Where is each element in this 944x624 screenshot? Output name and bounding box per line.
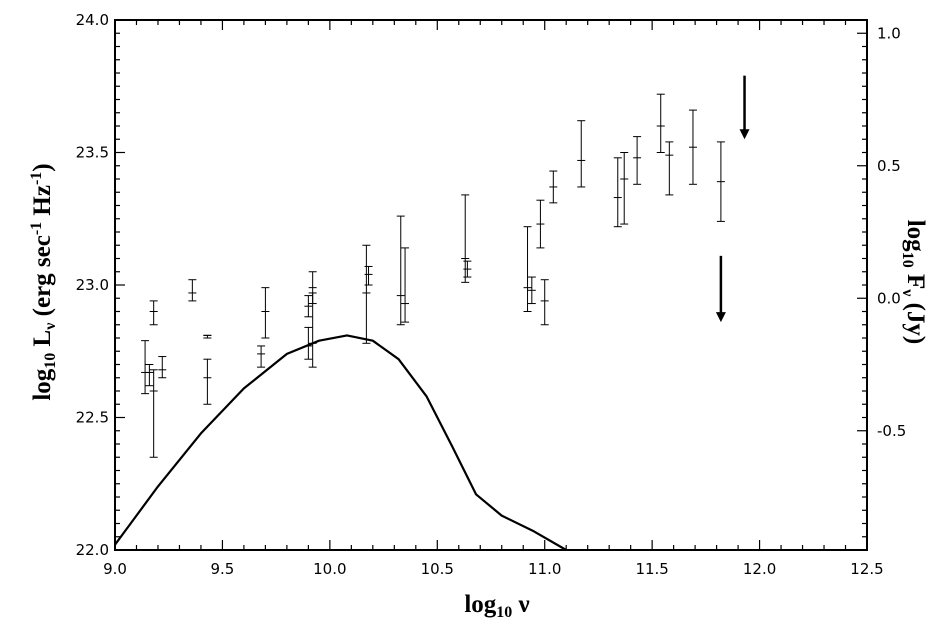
x-tick-label: 12.0 [743, 560, 776, 578]
x-tick-label: 9.5 [210, 560, 234, 578]
x-axis-title-main: log [464, 591, 496, 618]
y-axis-title-main: log [29, 368, 56, 400]
plot-frame [114, 19, 868, 551]
arrow-head [715, 312, 726, 323]
y-axis-title-sup2: -1 [28, 172, 45, 185]
y-tick-label: 22.5 [76, 409, 109, 427]
y-axis-title-after: L [29, 330, 56, 353]
y2-tick-label: 0.0 [877, 289, 901, 307]
error-bar-point [149, 300, 158, 326]
x-axis-title-sub: 10 [496, 604, 512, 621]
error-bar-point [203, 358, 212, 405]
error-bar-point [665, 141, 674, 196]
model-curve-layer [114, 334, 567, 551]
error-bar-point [362, 244, 371, 344]
error-bar-point [716, 141, 725, 222]
error-bar-point [261, 287, 270, 339]
error-bar-point [688, 109, 697, 185]
x-axis-title: log10 ν [464, 591, 529, 621]
error-bar-point [549, 170, 558, 204]
error-bar-point [396, 215, 405, 326]
y-tick-label: 22.0 [76, 541, 109, 559]
error-bar-point [656, 93, 665, 153]
x-axis-title-symbol: ν [512, 591, 529, 618]
axis-tick-labels: 9.0 9.5 10.0 10.5 11.0 11.5 12.0 12.5 22.0 22.5 23… [76, 11, 907, 578]
error-bar-point [527, 276, 536, 305]
y-axis-title-sup1: -1 [28, 222, 45, 235]
error-bar-point [145, 364, 154, 387]
y2-axis-title-sub2: ν [899, 288, 916, 296]
upper-limit-arrow [715, 255, 726, 323]
y-axis-title-rest: (erg sec [29, 235, 56, 322]
y-axis-title: log10 Lν (erg sec-1 Hz-1) [28, 163, 59, 400]
y2-tick-label: 1.0 [877, 24, 901, 42]
y2-axis-title: log10 Fν (Jy) [899, 220, 929, 345]
upper-limit-arrow [739, 75, 750, 140]
x-tick-label: 11.5 [635, 560, 668, 578]
error-bar-point [308, 292, 317, 368]
y-tick-label: 23.5 [76, 144, 109, 162]
error-bar-point [364, 265, 373, 286]
error-bar-point [158, 356, 167, 379]
error-bar-point [620, 152, 629, 225]
error-bar-point [257, 345, 266, 368]
x-tick-label: 10.0 [313, 560, 346, 578]
y-axis-title-sub: 10 [42, 353, 59, 369]
error-bars-layer [141, 93, 725, 458]
plot-border [114, 19, 868, 551]
y-tick-label: 23.0 [76, 276, 109, 294]
y-tick-label: 24.0 [76, 11, 109, 29]
error-bar-point [149, 369, 158, 458]
upper-limit-arrows-layer [715, 75, 750, 323]
y-axis-title-sub2: ν [42, 323, 59, 331]
error-bar-point [304, 326, 313, 360]
y2-axis-title-after: F [902, 268, 929, 290]
axis-ticks [114, 19, 868, 551]
error-bar-point [523, 226, 532, 312]
x-tick-label: 9.0 [103, 560, 127, 578]
error-bar-point [203, 334, 212, 339]
error-bar-point [401, 247, 410, 323]
error-bar-point [304, 295, 313, 318]
y-axis-title-end: ) [29, 163, 56, 171]
error-bar-point [613, 157, 622, 228]
model-curve [114, 334, 567, 551]
error-bar-point [188, 279, 197, 302]
error-bar-point [633, 136, 642, 185]
y2-axis-title-sub: 10 [899, 252, 916, 268]
x-tick-label: 11.0 [528, 560, 561, 578]
y-axis-title-mid: Hz [29, 185, 56, 222]
x-tick-label: 10.5 [421, 560, 454, 578]
x-tick-label: 12.5 [850, 560, 883, 578]
error-bar-point [540, 279, 549, 326]
y2-tick-label: 0.5 [877, 157, 901, 175]
error-bar-point [461, 194, 470, 283]
arrow-head [739, 129, 750, 140]
y2-axis-title-rest: (Jy) [902, 296, 929, 344]
error-bar-point [463, 260, 472, 278]
error-bar-point [577, 120, 586, 188]
y2-tick-label: -0.5 [877, 422, 906, 440]
y2-axis-title-main: log [902, 220, 929, 252]
error-bar-point [536, 199, 545, 249]
